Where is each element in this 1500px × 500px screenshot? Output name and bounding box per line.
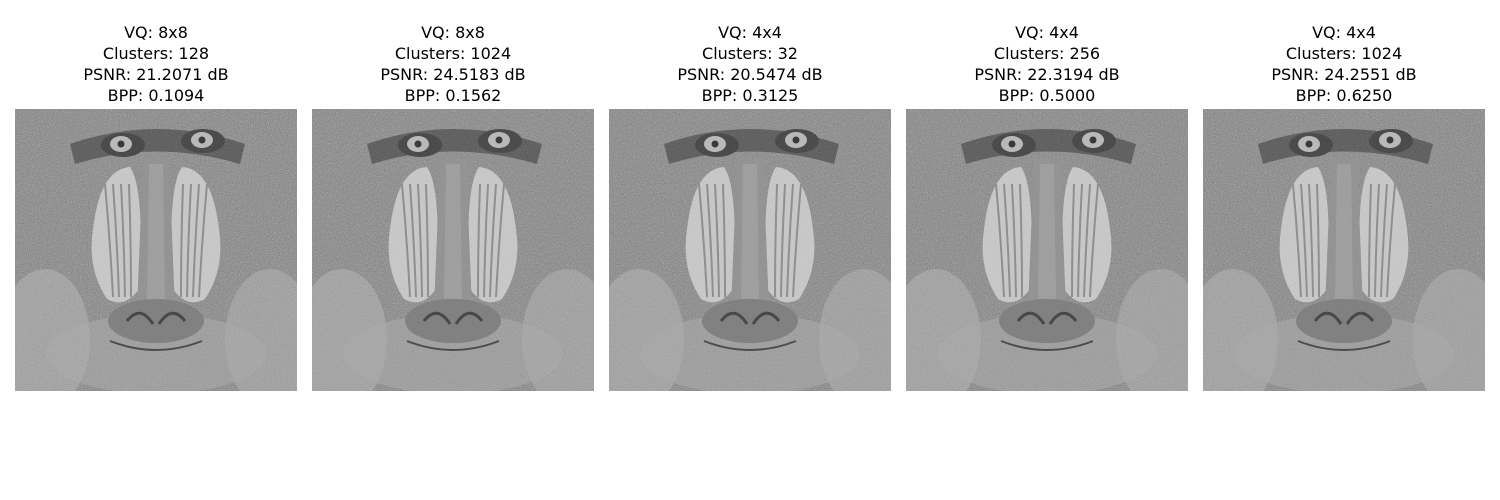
clusters-label: Clusters: 1024 xyxy=(394,44,512,63)
vq-label: VQ: 4x4 xyxy=(718,23,782,42)
panel-caption: VQ: 8x8 Clusters: 1024 PSNR: 24.5183 dB … xyxy=(312,22,594,106)
panel-caption: VQ: 4x4 Clusters: 256 PSNR: 22.3194 dB B… xyxy=(906,22,1188,106)
reconstructed-image xyxy=(609,109,891,391)
psnr-label: PSNR: 22.3194 dB xyxy=(974,65,1120,84)
baboon-face-image xyxy=(15,109,297,391)
psnr-label: PSNR: 21.2071 dB xyxy=(83,65,229,84)
bpp-label: BPP: 0.6250 xyxy=(1295,86,1393,105)
baboon-face-image xyxy=(312,109,594,391)
bpp-label: BPP: 0.3125 xyxy=(701,86,799,105)
clusters-label: Clusters: 128 xyxy=(102,44,210,63)
clusters-label: Clusters: 1024 xyxy=(1285,44,1403,63)
reconstructed-image xyxy=(906,109,1188,391)
psnr-label: PSNR: 24.5183 dB xyxy=(380,65,526,84)
reconstructed-image xyxy=(1203,109,1485,391)
bpp-label: BPP: 0.1562 xyxy=(404,86,502,105)
vq-label: VQ: 4x4 xyxy=(1312,23,1376,42)
vq-label: VQ: 4x4 xyxy=(1015,23,1079,42)
baboon-face-image xyxy=(609,109,891,391)
panel-caption: VQ: 4x4 Clusters: 32 PSNR: 20.5474 dB BP… xyxy=(609,22,891,106)
vq-label: VQ: 8x8 xyxy=(421,23,485,42)
vq-label: VQ: 8x8 xyxy=(124,23,188,42)
reconstructed-image xyxy=(15,109,297,391)
panel-caption: VQ: 8x8 Clusters: 128 PSNR: 21.2071 dB B… xyxy=(15,22,297,106)
clusters-label: Clusters: 32 xyxy=(702,44,798,63)
bpp-label: BPP: 0.5000 xyxy=(998,86,1096,105)
reconstructed-image xyxy=(312,109,594,391)
bpp-label: BPP: 0.1094 xyxy=(107,86,205,105)
baboon-face-image xyxy=(906,109,1188,391)
panel-caption: VQ: 4x4 Clusters: 1024 PSNR: 24.2551 dB … xyxy=(1203,22,1485,106)
clusters-label: Clusters: 256 xyxy=(993,44,1101,63)
psnr-label: PSNR: 24.2551 dB xyxy=(1271,65,1417,84)
psnr-label: PSNR: 20.5474 dB xyxy=(677,65,823,84)
baboon-face-image xyxy=(1203,109,1485,391)
